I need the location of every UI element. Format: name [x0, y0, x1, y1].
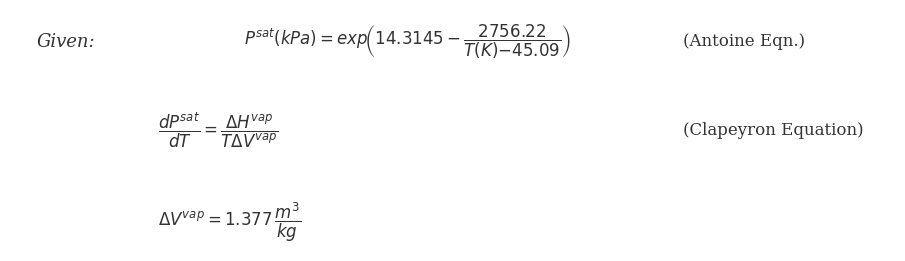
Text: Given:: Given:	[36, 33, 95, 51]
Text: $\dfrac{dP^{sat}}{dT} = \dfrac{\Delta H^{vap}}{T\Delta V^{vap}}$: $\dfrac{dP^{sat}}{dT} = \dfrac{\Delta H^…	[158, 111, 279, 150]
Text: $P^{sat}(kPa) = exp\!\left(14.3145 - \dfrac{2756.22}{T(K){-}45.09}\right)$: $P^{sat}(kPa) = exp\!\left(14.3145 - \df…	[244, 23, 571, 61]
Text: $\Delta V^{vap} = 1.377\,\dfrac{m^3}{kg}$: $\Delta V^{vap} = 1.377\,\dfrac{m^3}{kg}…	[158, 200, 301, 244]
Text: (Clapeyron Equation): (Clapeyron Equation)	[683, 122, 864, 139]
Text: (Antoine Eqn.): (Antoine Eqn.)	[683, 33, 805, 50]
